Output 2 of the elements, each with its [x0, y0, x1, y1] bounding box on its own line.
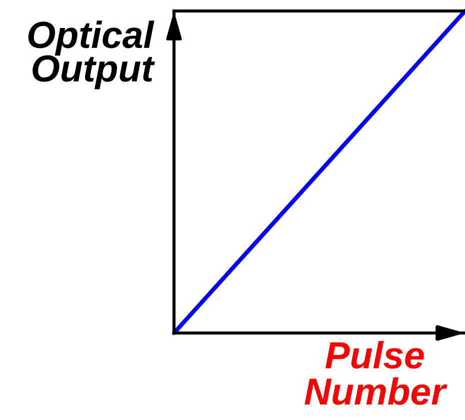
- x-axis-title: Pulse Number: [304, 341, 448, 405]
- y-axis-title: Optical Output: [28, 20, 155, 90]
